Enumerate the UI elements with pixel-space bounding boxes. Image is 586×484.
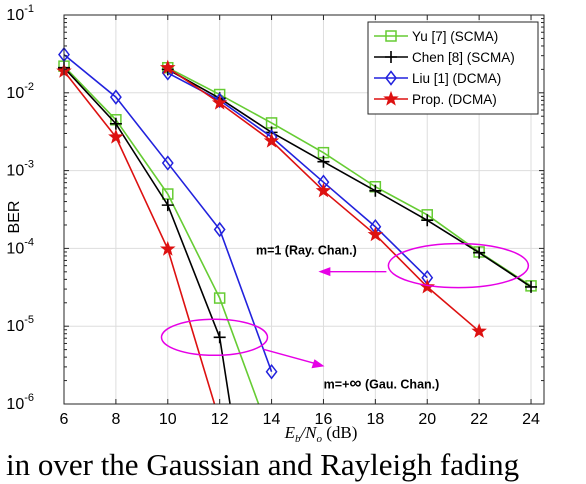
x-label-div-n: /N — [299, 423, 318, 442]
annotation-text-rayleigh: m=1 (Ray. Chan.) — [256, 244, 357, 258]
x-tick-label: 14 — [263, 411, 281, 428]
annotation-text-gaussian-prefix: m=+ — [324, 377, 350, 391]
legend-label: Liu [1] (DCMA) — [412, 71, 501, 86]
x-tick-label: 20 — [418, 411, 436, 428]
x-tick-label: 22 — [470, 411, 488, 428]
legend-marker — [385, 70, 397, 86]
legend: Yu [7] (SCMA) Chen [8] (SCMA) Liu [1] (DCM… — [367, 21, 539, 115]
ber-chart: m=1 (Ray. Chan.) m=+∞ (Gau. Chan.) 6 8 10 12… — [6, 3, 545, 445]
annotation-arrowhead-gaussian — [311, 359, 325, 369]
series-4-point — [315, 182, 332, 198]
axis-ticks: 6 8 10 12 14 16 18 20 22 2410-110-210-310-410-510… — [6, 3, 544, 428]
series-3-point — [161, 155, 174, 171]
series-4-point — [108, 128, 124, 144]
x-label-sub-o: o — [317, 433, 323, 445]
series-2-point — [109, 117, 122, 130]
annotation-text-gaussian-suffix: (Gau. Chan.) — [362, 377, 440, 391]
legend-label: Yu [7] (SCMA) — [412, 29, 498, 44]
series-4-point — [263, 132, 280, 148]
x-tick-label: 16 — [315, 411, 333, 428]
annotation-ellipse-rayleigh — [387, 242, 530, 289]
y-tick-exponent: -3 — [24, 159, 34, 171]
legend-marker — [385, 30, 397, 42]
series-3-point — [213, 221, 226, 238]
figure-caption: in over the Gaussian and Rayleigh fading — [6, 447, 520, 482]
legend-entry-4: Prop. (DCMA) — [374, 90, 497, 107]
legend-entry-1: Yu [7] (SCMA) — [374, 29, 498, 44]
legend-label: Prop. (DCMA) — [412, 92, 497, 107]
x-label-e: E — [284, 423, 296, 442]
legend-marker — [385, 51, 397, 63]
series-curves — [56, 46, 538, 405]
series-2-point — [213, 331, 226, 344]
x-tick-label: 6 — [60, 411, 69, 428]
y-tick-exponent: -2 — [24, 81, 34, 93]
series-4-point — [367, 226, 384, 242]
legend-label: Chen [8] (SCMA) — [412, 50, 515, 65]
x-label-unit: (dB) — [322, 423, 357, 442]
annotation-arrow-gaussian — [263, 348, 315, 364]
series-1-line-1 — [63, 65, 260, 405]
y-tick-exponent: -5 — [24, 314, 34, 326]
x-axis-label: Eb/No (dB) — [284, 423, 358, 445]
series-3-line-1 — [63, 53, 273, 372]
series-3-line-2 — [167, 72, 428, 279]
series-2-point — [369, 184, 382, 197]
series-2-point — [161, 199, 174, 212]
series-2-point — [317, 155, 330, 168]
series-4-point — [471, 323, 487, 338]
legend-entry-3: Liu [1] (DCMA) — [374, 70, 501, 86]
series-4-line-1 — [63, 70, 216, 405]
y-tick-exponent: -4 — [24, 236, 34, 248]
y-axis-label: BER — [6, 201, 23, 234]
series-1-point — [162, 188, 174, 200]
annotation-ellipse-gaussian — [160, 318, 269, 357]
annotation-infinity-symbol: ∞ — [349, 373, 361, 392]
x-tick-label: 24 — [522, 411, 540, 428]
series-4 — [56, 59, 487, 405]
series-2-point — [473, 246, 486, 259]
series-2-point — [421, 214, 434, 227]
annotation-text-gaussian: m=+∞ (Gau. Chan.) — [324, 373, 440, 392]
annotations: m=1 (Ray. Chan.) m=+∞ (Gau. Chan.) — [160, 242, 530, 392]
series-1-line-2 — [167, 67, 532, 287]
x-tick-label: 8 — [111, 411, 120, 428]
x-tick-label: 10 — [159, 411, 177, 428]
x-tick-label: 18 — [366, 411, 384, 428]
annotation-arrowhead-rayleigh — [318, 267, 331, 277]
plot-frame — [63, 14, 545, 405]
legend-entry-2: Chen [8] (SCMA) — [374, 50, 515, 65]
series-4-point — [211, 94, 228, 110]
series-1-point — [213, 292, 226, 304]
series-3-point — [109, 89, 122, 105]
series-3-point — [213, 92, 226, 109]
series-4-point — [160, 240, 176, 256]
series-4-point — [160, 59, 176, 75]
series-3-point — [265, 363, 278, 380]
legend-marker — [383, 90, 399, 106]
y-tick-exponent: -1 — [24, 3, 34, 15]
x-tick-label: 12 — [211, 411, 229, 428]
y-tick-exponent: -6 — [24, 392, 34, 404]
series-2-point — [525, 280, 538, 293]
series-2-line-2 — [167, 68, 532, 288]
x-label-sub-b: b — [295, 433, 301, 445]
